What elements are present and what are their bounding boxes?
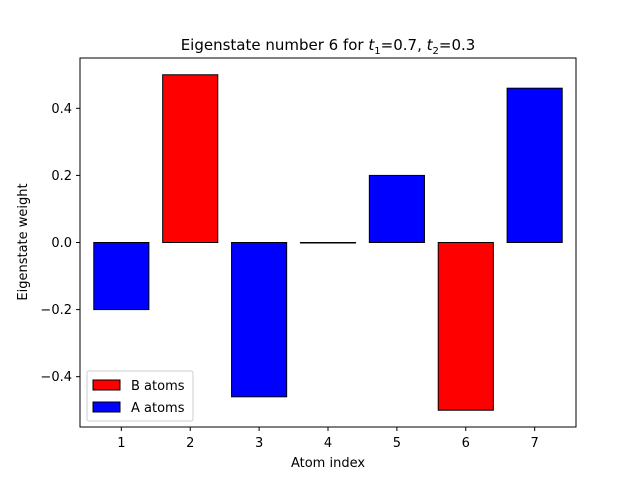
bar-atom-6 [437,242,494,411]
y-ticks: −0.4 −0.2 0.0 0.2 0.4 [40,102,80,385]
title-t1-sub: 1 [374,46,380,57]
y-tick-label: 0.0 [51,236,72,251]
chart-title: Eigenstate number 6 for t1=0.7, t2=0.3 [181,36,476,57]
x-tick-label: 5 [393,436,401,451]
title-main: Eigenstate number 6 for [181,36,369,54]
legend-label-b-atoms: B atoms [131,379,185,394]
y-axis-label: Eigenstate weight [16,183,31,300]
x-tick-label: 3 [255,436,263,451]
x-tick-label: 7 [531,436,539,451]
bars-group [93,74,563,411]
title-t2-sub: 2 [433,46,439,57]
y-tick-label: −0.4 [40,370,72,385]
bar-atom-4 [299,242,357,244]
title-t2-symbol: t [427,36,434,54]
x-tick-label: 4 [324,436,332,451]
legend-label-a-atoms: A atoms [131,401,185,416]
bar-atom-2 [162,74,219,244]
y-tick-label: −0.2 [40,303,72,318]
bar-atom-1 [93,242,150,311]
plot-frame [79,57,577,428]
title-t2-value: =0.3 [439,36,475,54]
legend-swatch-a-atoms [92,401,121,413]
bar-atom-3 [231,242,288,398]
x-axis-label: Atom index [291,456,365,471]
legend-swatch-b-atoms [92,379,121,391]
title-t1-symbol: t [368,36,375,54]
x-tick-label: 6 [462,436,470,451]
y-tick-label: 0.4 [51,102,72,117]
bar-atom-5 [368,174,425,243]
x-tick-label: 1 [117,436,125,451]
bar-atom-7 [506,87,563,244]
legend: B atoms A atoms [86,370,194,422]
x-tick-label: 2 [186,436,194,451]
x-ticks: 1 2 3 4 5 6 7 [117,427,539,451]
y-tick-label: 0.2 [51,169,72,184]
title-t1-value: =0.7, [381,36,427,54]
